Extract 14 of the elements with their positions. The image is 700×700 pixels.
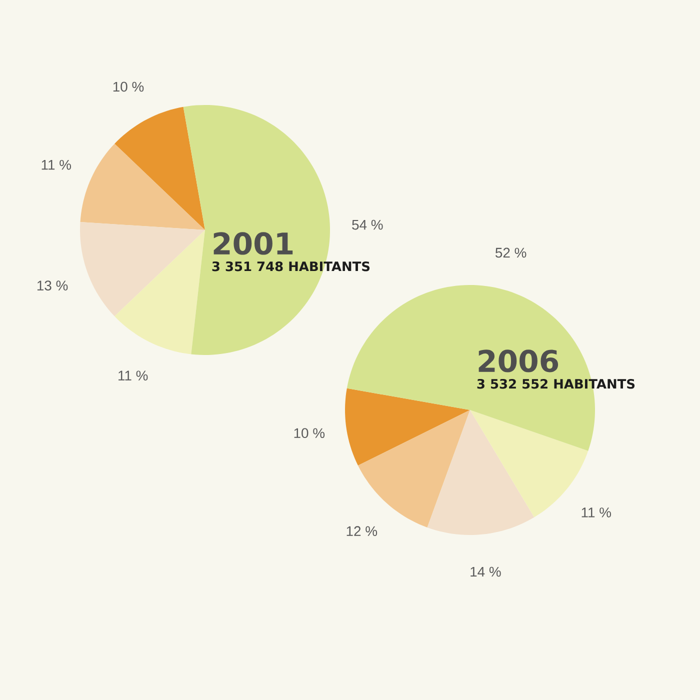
data-label: 10 % [113,82,144,92]
text: 2001 [214,232,293,255]
data-label: 12 % [346,526,378,536]
data-label: 11 % [118,370,148,380]
text: 3 532 552 HABITANTS [477,378,635,389]
data-label: 54 % [352,220,383,230]
data-label: 11 % [42,160,72,170]
data-label: 11 % [582,508,612,518]
text: 2006 [478,350,558,372]
data-label: 13 % [37,280,68,291]
data-label: 14 % [470,566,501,577]
data-label: 52 % [495,248,526,258]
data-label: 10 % [294,428,325,438]
text: 3 351 748 HABITANTS [212,261,370,272]
